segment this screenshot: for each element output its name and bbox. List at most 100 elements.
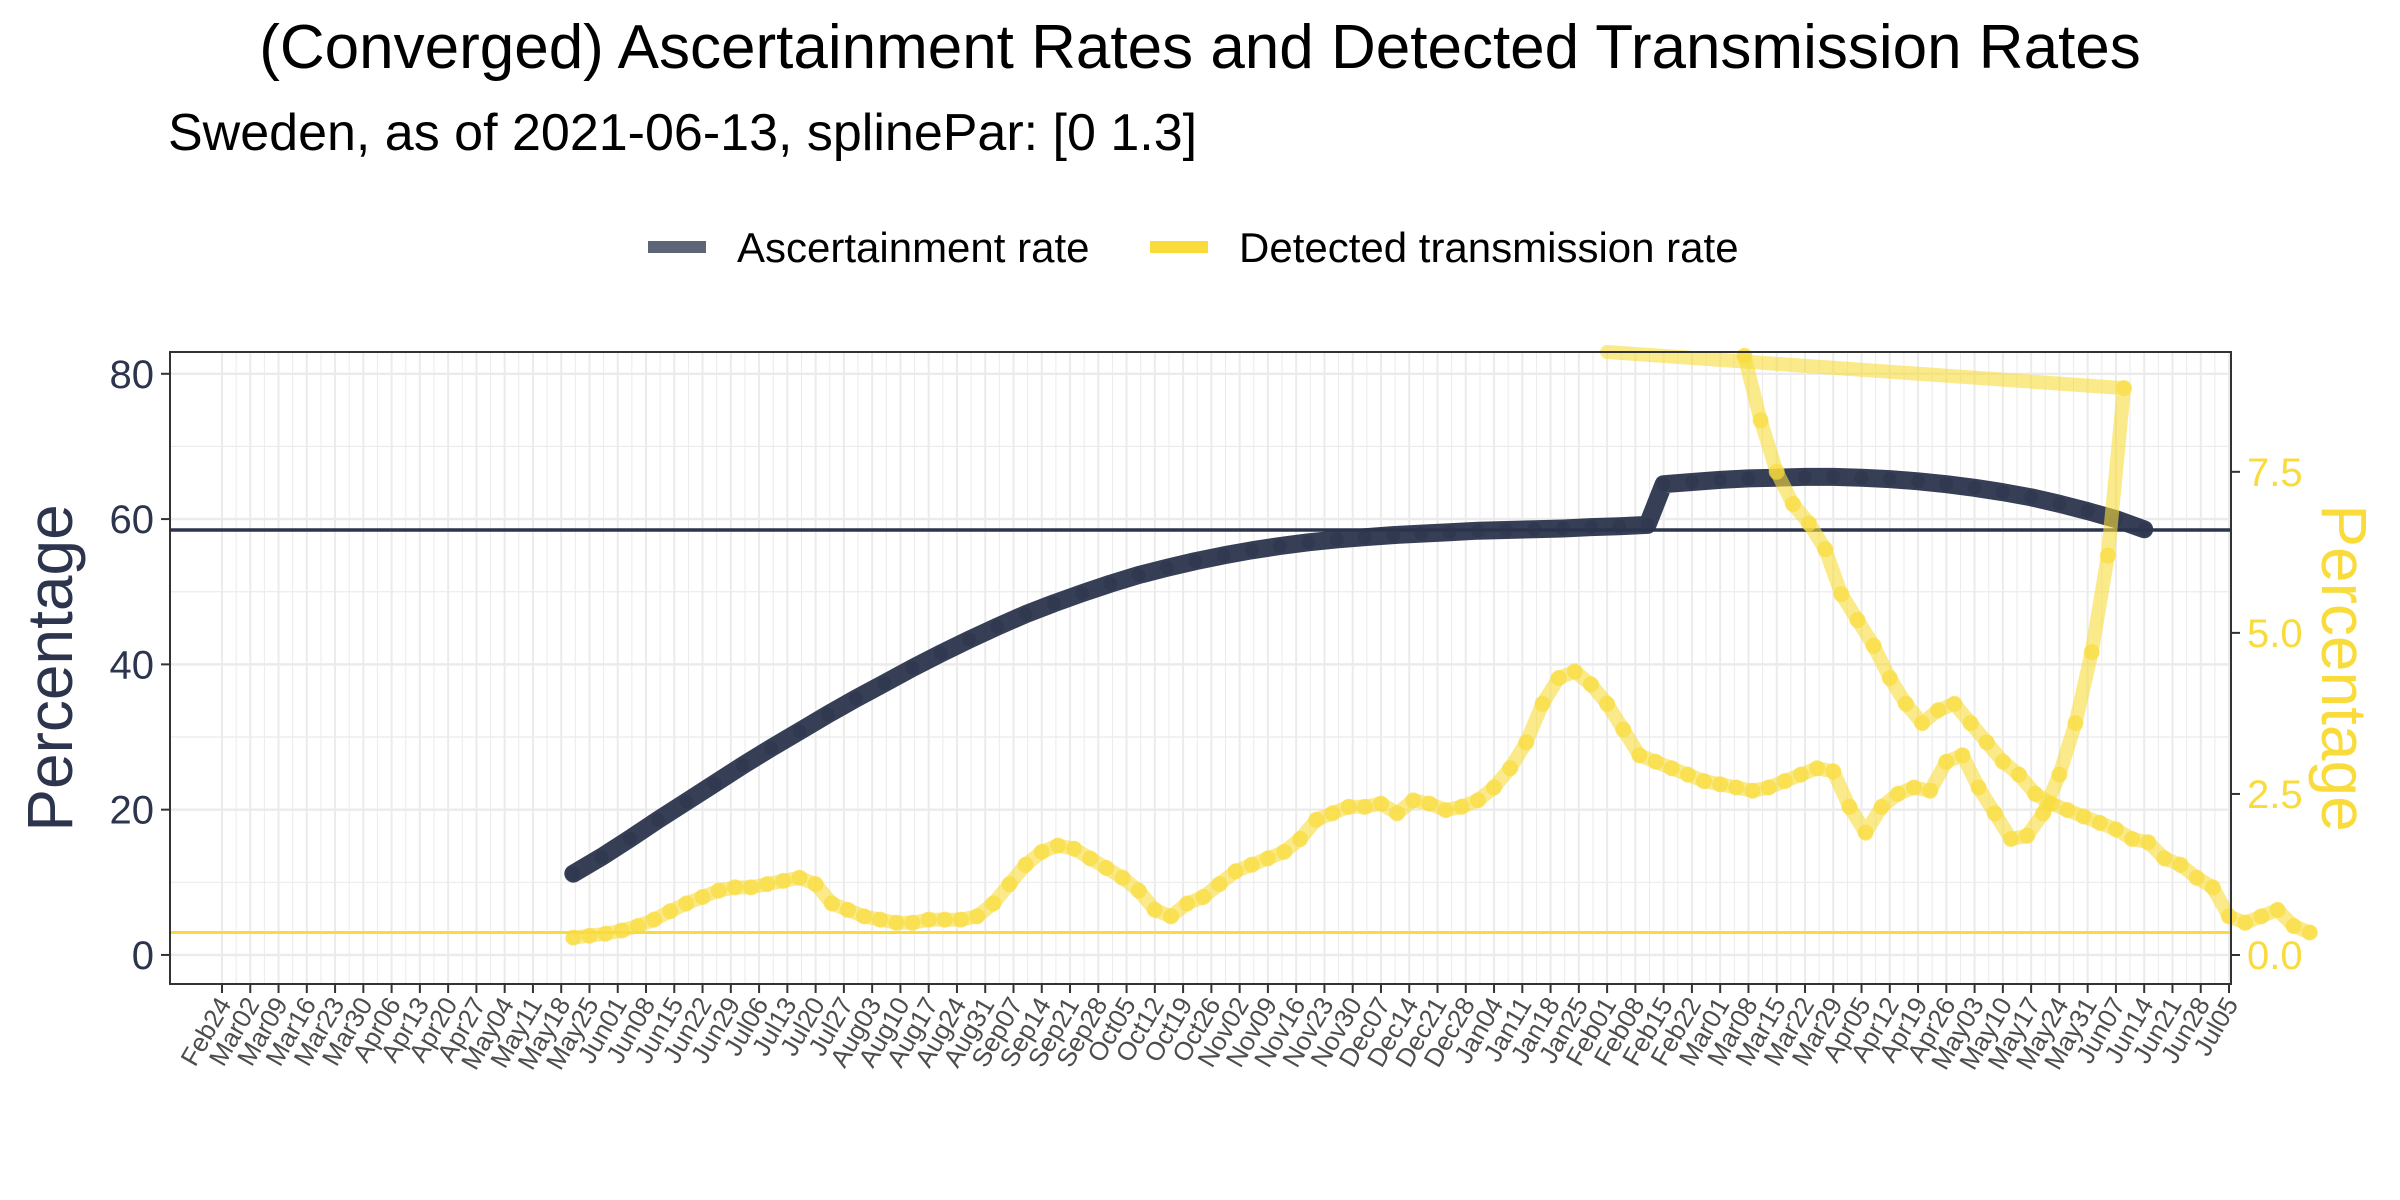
transmission-point — [1784, 496, 1801, 512]
transmission-point — [1752, 412, 1769, 429]
transmission-point — [1881, 670, 1898, 686]
ascertainment-point — [792, 724, 807, 739]
transmission-point — [1615, 721, 1632, 738]
ascertainment-point — [1301, 535, 1316, 550]
transmission-point — [2067, 715, 2084, 732]
transmission-point — [2269, 901, 2286, 918]
transmission-point — [1163, 908, 1179, 925]
transmission-point — [775, 872, 792, 889]
transmission-point — [1938, 753, 1955, 770]
y-left-tick-label: 40 — [110, 643, 155, 687]
ascertainment-point — [1612, 519, 1627, 534]
ascertainment-point — [1075, 586, 1090, 601]
transmission-point — [1946, 695, 1963, 712]
transmission-point — [726, 879, 743, 896]
transmission-point — [904, 914, 921, 931]
ascertainment-point — [1273, 539, 1287, 553]
transmission-point — [2043, 795, 2060, 812]
y-axis-right: 0.0 2.5 5.0 7.5 — [2231, 451, 2303, 978]
transmission-point — [1308, 811, 1325, 828]
transmission-point — [791, 869, 808, 886]
transmission-point — [1801, 515, 1817, 532]
ascertainment-point — [1656, 477, 1671, 492]
transmission-point — [1001, 876, 1018, 893]
y-left-tick-label: 20 — [110, 789, 155, 833]
transmission-point — [1970, 779, 1987, 796]
transmission-point — [1768, 463, 1785, 480]
transmission-point — [646, 911, 663, 928]
ascertainment-point — [735, 758, 750, 773]
transmission-point — [2083, 644, 2100, 661]
ascertainment-point — [1527, 522, 1542, 537]
ascertainment-point — [1188, 554, 1203, 569]
ascertainment-point — [933, 646, 948, 661]
transmission-point — [1994, 753, 2011, 770]
transmission-point — [662, 903, 679, 920]
transmission-point — [1066, 840, 1083, 857]
transmission-point — [1340, 798, 1357, 815]
transmission-point — [1179, 895, 1196, 912]
chart-title: (Converged) Ascertainment Rates and Dete… — [259, 13, 2141, 82]
ascertainment-point — [1882, 472, 1897, 487]
transmission-point — [1631, 747, 1648, 764]
transmission-point — [1114, 869, 1131, 886]
transmission-point — [2107, 821, 2124, 838]
transmission-point — [1599, 695, 1616, 712]
ascertainment-point — [1911, 474, 1926, 489]
ascertainment-point — [1216, 548, 1231, 563]
y-right-tick-label: 5.0 — [2247, 612, 2303, 656]
transmission-point — [694, 889, 711, 905]
reference-lines — [170, 528, 2231, 934]
transmission-point — [1986, 805, 2003, 822]
ascertainment-point — [2137, 522, 2152, 537]
transmission-point — [872, 911, 889, 928]
transmission-point — [1130, 882, 1147, 899]
transmission-point — [1243, 856, 1260, 873]
transmission-point — [1647, 753, 1664, 770]
ascertainment-point — [764, 740, 779, 755]
ascertainment-point — [1741, 471, 1756, 486]
transmission-point — [2285, 918, 2302, 934]
transmission-point — [1889, 785, 1906, 802]
transmission-point — [856, 908, 873, 925]
ascertainment-point — [2080, 504, 2095, 519]
transmission-point — [2019, 827, 2036, 844]
transmission-point — [2091, 814, 2108, 831]
transmission-point — [1962, 715, 1979, 732]
transmission-point — [1502, 760, 1519, 777]
transmission-point — [2188, 869, 2205, 886]
transmission-point — [953, 911, 969, 928]
ascertainment-point — [1640, 517, 1655, 532]
transmission-point — [2099, 547, 2116, 564]
transmission-point — [2253, 908, 2270, 925]
transmission-point — [2051, 766, 2068, 783]
transmission-point — [1453, 798, 1470, 815]
ascertainment-point — [1329, 532, 1344, 547]
ascertainment-point — [1357, 530, 1372, 545]
transmission-point — [1728, 779, 1745, 796]
transmission-point — [1825, 763, 1842, 780]
transmission-point — [1954, 747, 1971, 764]
transmission-point — [1583, 676, 1599, 693]
ascertainment-point — [1854, 470, 1869, 485]
series-layer — [564, 345, 2318, 946]
transmission-point — [1049, 837, 1066, 854]
ascertainment-point — [594, 849, 609, 864]
transmission-point — [2204, 879, 2221, 896]
ascertainment-point — [905, 661, 920, 675]
transmission-point — [743, 879, 759, 896]
x-axis: Feb24Mar02Mar09Mar16Mar23Mar30Apr06Apr13… — [174, 984, 2244, 1075]
transmission-point — [1817, 541, 1834, 558]
transmission-point — [1146, 901, 1163, 918]
ascertainment-point — [1442, 525, 1457, 540]
transmission-point — [1712, 776, 1729, 793]
transmission-point — [1930, 702, 1947, 719]
transmission-point — [2237, 914, 2254, 931]
ascertainment-point — [962, 632, 977, 647]
transmission-point — [1486, 779, 1502, 796]
transmission-point — [1679, 766, 1696, 783]
transmission-point — [1550, 670, 1567, 686]
transmission-point — [1914, 715, 1931, 732]
y-right-tick-label: 0.0 — [2247, 934, 2303, 978]
transmission-point — [920, 911, 937, 928]
